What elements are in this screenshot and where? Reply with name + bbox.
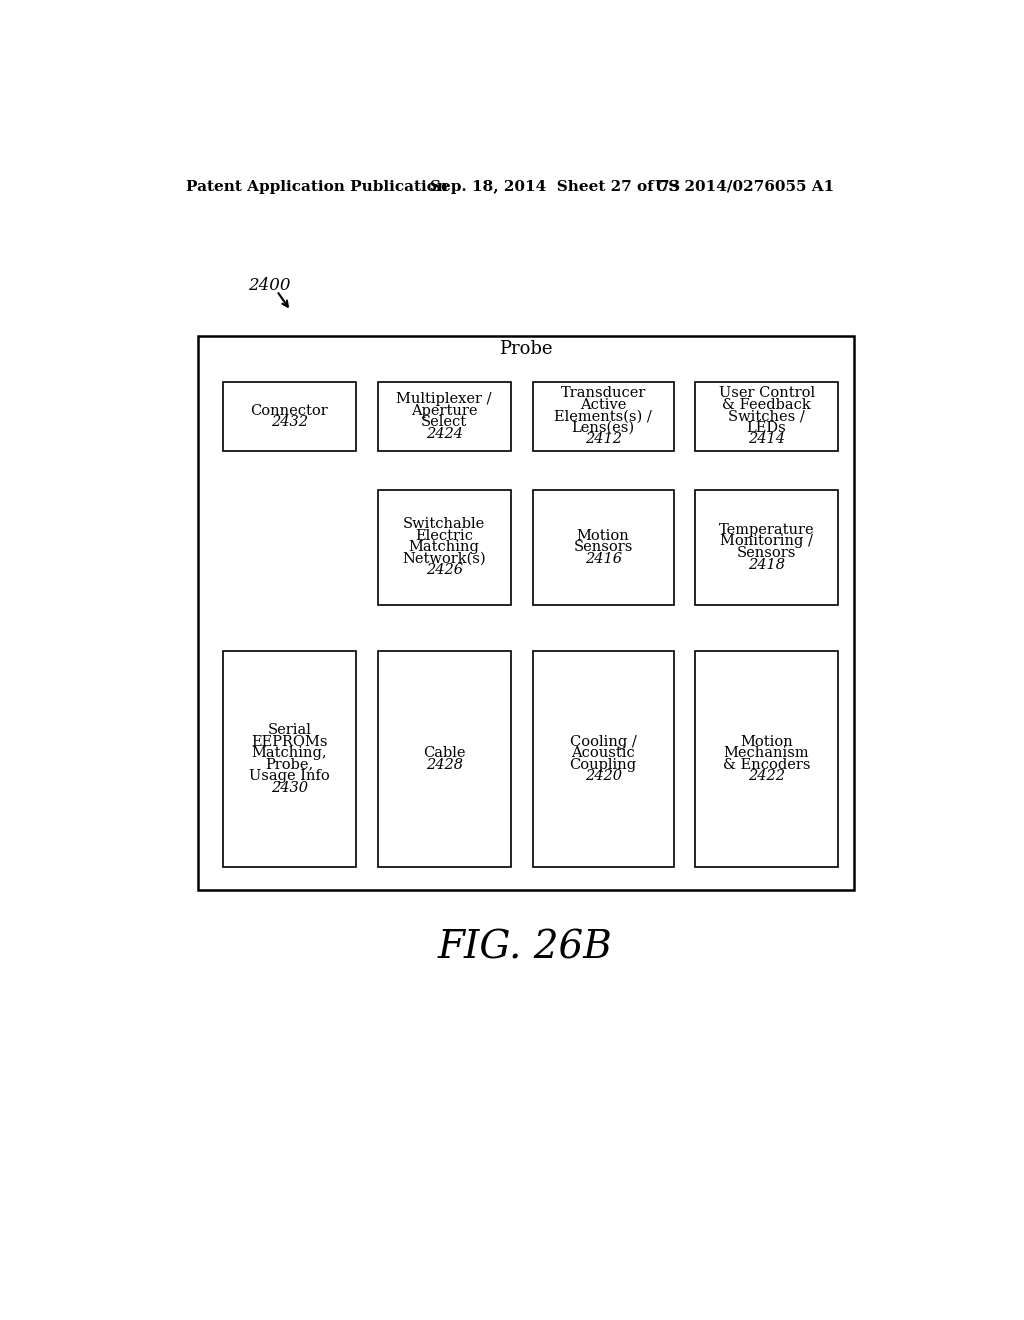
Text: Cooling /: Cooling /	[569, 735, 637, 748]
Text: Elements(s) /: Elements(s) /	[554, 409, 652, 424]
Bar	[532, 651, 674, 867]
Text: Probe: Probe	[500, 341, 553, 358]
Text: Cable: Cable	[423, 746, 466, 760]
Text: 2420: 2420	[585, 770, 622, 783]
Text: 2430: 2430	[270, 781, 307, 795]
Text: Motion: Motion	[740, 735, 793, 748]
Text: Lens(es): Lens(es)	[571, 421, 635, 434]
Text: Patent Application Publication: Patent Application Publication	[186, 180, 449, 194]
Bar	[695, 490, 838, 605]
Bar	[695, 651, 838, 867]
Text: 2428: 2428	[426, 758, 463, 772]
Bar	[695, 381, 838, 451]
Text: Acoustic: Acoustic	[571, 746, 635, 760]
Text: Usage Info: Usage Info	[249, 770, 330, 783]
Text: Switchable: Switchable	[403, 517, 485, 531]
Text: Aperture: Aperture	[411, 404, 477, 417]
Text: Probe,: Probe,	[265, 758, 313, 772]
Text: US 2014/0276055 A1: US 2014/0276055 A1	[655, 180, 835, 194]
Text: 2414: 2414	[749, 433, 785, 446]
Bar	[378, 490, 511, 605]
Text: EEPROMs: EEPROMs	[251, 735, 328, 748]
Text: & Encoders: & Encoders	[723, 758, 810, 772]
Text: Coupling: Coupling	[569, 758, 637, 772]
Text: Switches /: Switches /	[728, 409, 805, 424]
Text: Matching: Matching	[409, 540, 479, 554]
Text: User Control: User Control	[719, 387, 815, 400]
Text: Transducer: Transducer	[560, 387, 646, 400]
Text: Sensors: Sensors	[737, 546, 797, 560]
Text: 2418: 2418	[749, 557, 785, 572]
Bar	[378, 651, 511, 867]
Text: Multiplexer /: Multiplexer /	[396, 392, 492, 407]
Text: Motion: Motion	[577, 529, 630, 543]
Bar	[222, 381, 356, 451]
Text: Temperature: Temperature	[719, 523, 814, 537]
Text: Serial: Serial	[267, 723, 311, 737]
Text: Select: Select	[421, 414, 467, 429]
Text: Monitoring /: Monitoring /	[720, 535, 813, 549]
Text: 2416: 2416	[585, 552, 622, 566]
Text: & Feedback: & Feedback	[722, 397, 811, 412]
Text: 2412: 2412	[585, 433, 622, 446]
Bar	[222, 651, 356, 867]
Text: LEDs: LEDs	[746, 421, 786, 434]
Text: Active: Active	[580, 397, 627, 412]
Text: Connector: Connector	[250, 404, 328, 417]
Text: 2400: 2400	[248, 277, 291, 294]
Text: 2424: 2424	[426, 426, 463, 441]
Text: Matching,: Matching,	[251, 746, 327, 760]
Text: Mechanism: Mechanism	[724, 746, 809, 760]
Bar	[532, 381, 674, 451]
Text: Sep. 18, 2014  Sheet 27 of 73: Sep. 18, 2014 Sheet 27 of 73	[430, 180, 681, 194]
Text: FIG. 26B: FIG. 26B	[437, 929, 612, 966]
Text: 2422: 2422	[749, 770, 785, 783]
Bar	[532, 490, 674, 605]
Bar	[198, 335, 854, 890]
Text: 2432: 2432	[270, 414, 307, 429]
Text: Electric: Electric	[415, 529, 473, 543]
Text: 2426: 2426	[426, 564, 463, 577]
Text: Sensors: Sensors	[573, 540, 633, 554]
Text: Network(s): Network(s)	[402, 552, 486, 566]
Bar	[378, 381, 511, 451]
